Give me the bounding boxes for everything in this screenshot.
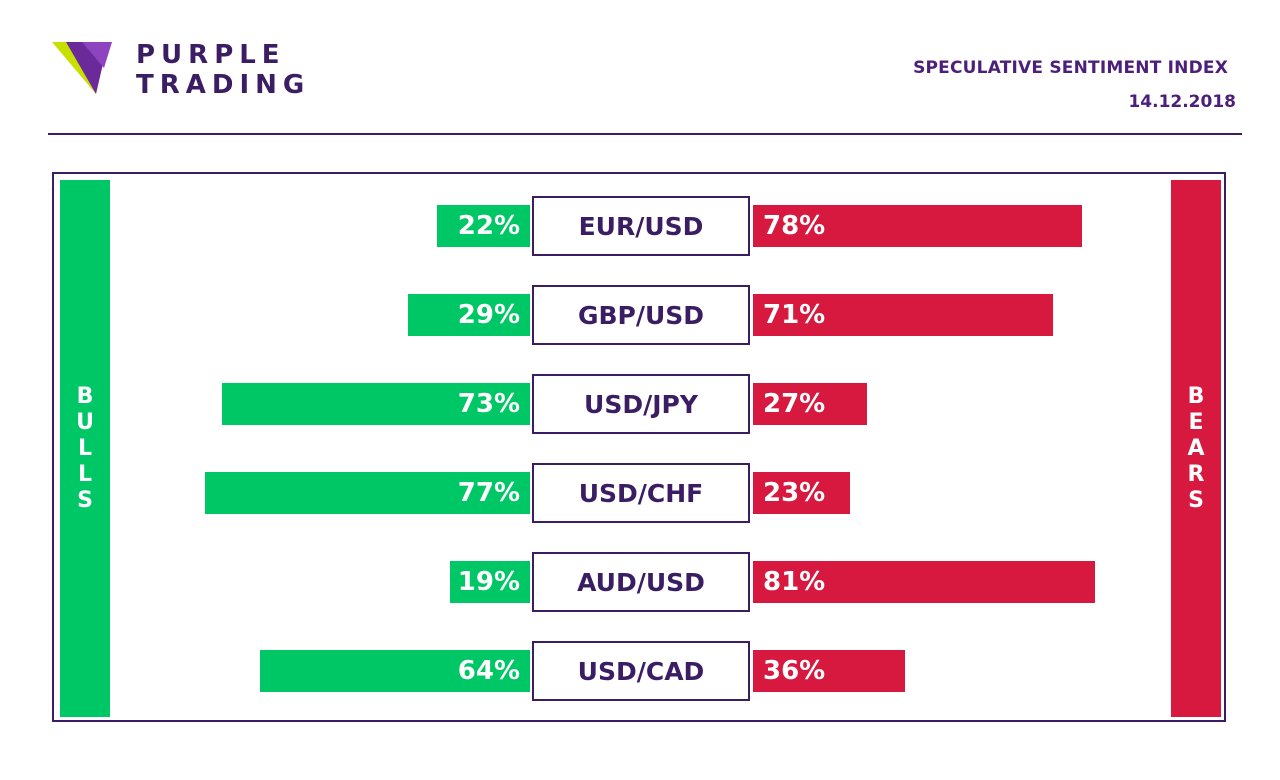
brand-line-2: TRADING	[136, 70, 311, 100]
bulls-value-label: 19%	[457, 567, 520, 597]
currency-pair-label: USD/CHF	[532, 463, 750, 523]
page-title: SPECULATIVE SENTIMENT INDEX	[913, 58, 1228, 78]
bears-value-label: 81%	[763, 567, 826, 597]
bulls-label: B U L L S	[76, 384, 94, 513]
currency-pair-label: GBP/USD	[532, 285, 750, 345]
bears-value-label: 27%	[763, 389, 826, 419]
bulls-side-bar: B U L L S	[60, 180, 110, 717]
sentiment-row: 64% 36% USD/CAD	[0, 641, 1280, 701]
bears-label: B E A R S	[1187, 384, 1205, 513]
currency-pair-label: USD/CAD	[532, 641, 750, 701]
currency-pair-label: AUD/USD	[532, 552, 750, 612]
sentiment-row: 29% 71% GBP/USD	[0, 285, 1280, 345]
bulls-value-label: 64%	[457, 656, 520, 686]
bears-bar: 71%	[753, 294, 1053, 336]
bears-value-label: 71%	[763, 300, 826, 330]
bulls-bar: 64%	[259, 650, 530, 692]
chart-frame	[52, 172, 1226, 722]
bears-value-label: 78%	[763, 211, 826, 241]
header-divider	[48, 133, 1242, 135]
bears-side-bar: B E A R S	[1171, 180, 1221, 717]
sentiment-row: 19% 81% AUD/USD	[0, 552, 1280, 612]
bears-bar: 36%	[753, 650, 905, 692]
bulls-value-label: 22%	[457, 211, 520, 241]
currency-pair-label: USD/JPY	[532, 374, 750, 434]
bears-bar: 23%	[753, 472, 851, 514]
sentiment-row: 73% 27% USD/JPY	[0, 374, 1280, 434]
currency-pair-label: EUR/USD	[532, 196, 750, 256]
bulls-bar: 77%	[205, 472, 530, 514]
bears-bar: 81%	[753, 561, 1095, 603]
bears-bar: 27%	[753, 383, 867, 425]
bulls-value-label: 73%	[457, 389, 520, 419]
bulls-bar: 29%	[407, 294, 530, 336]
bulls-value-label: 77%	[457, 478, 520, 508]
purple-trading-logo-icon	[52, 42, 112, 94]
report-date: 14.12.2018	[1128, 92, 1236, 112]
sentiment-row: 22% 78% EUR/USD	[0, 196, 1280, 256]
bears-value-label: 36%	[763, 656, 826, 686]
brand-line-1: PURPLE	[136, 40, 286, 70]
bulls-bar: 73%	[221, 383, 530, 425]
bulls-bar: 22%	[437, 205, 530, 247]
sentiment-row: 77% 23% USD/CHF	[0, 463, 1280, 523]
bears-value-label: 23%	[763, 478, 826, 508]
bulls-bar: 19%	[449, 561, 530, 603]
bulls-value-label: 29%	[457, 300, 520, 330]
bears-bar: 78%	[753, 205, 1083, 247]
